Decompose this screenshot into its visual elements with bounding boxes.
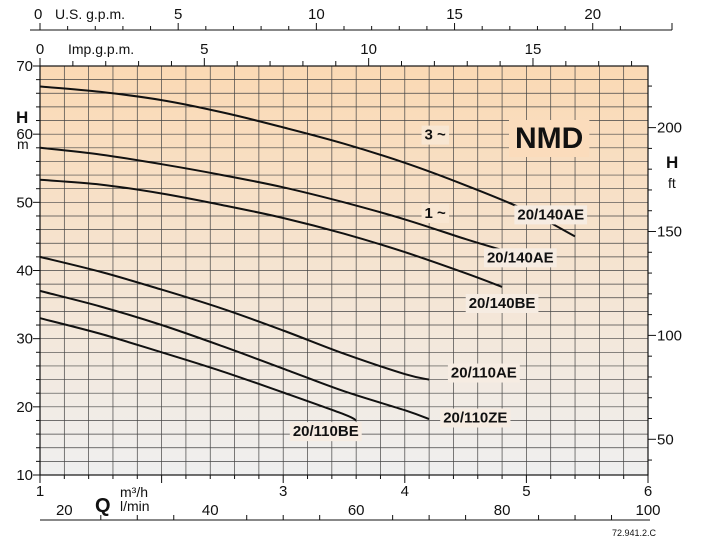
phase-label-bg bbox=[421, 204, 450, 224]
lmin-tick-label: 100 bbox=[635, 502, 660, 519]
curves bbox=[39, 85, 576, 422]
y-tick-label: 50 bbox=[16, 194, 33, 211]
y-axis-ft-symbol: H bbox=[666, 153, 678, 172]
impgpm-tick-label: 15 bbox=[525, 41, 542, 58]
curve-label: 20/110ZE bbox=[443, 410, 507, 427]
grid bbox=[40, 66, 648, 475]
usgpm-unit: U.S. g.p.m. bbox=[55, 6, 125, 22]
curve-label: 20/110AE bbox=[451, 365, 517, 382]
pump-curve bbox=[39, 178, 503, 288]
x-axis-unit-lmin: l/min bbox=[120, 498, 150, 514]
lmin-tick-label: 80 bbox=[494, 502, 511, 519]
curve-label-bg bbox=[465, 293, 539, 313]
axes: 0 5 10 15 200 5 10 1510203040506070501001502001… bbox=[16, 6, 682, 521]
curve-label: 20/140AE bbox=[517, 206, 584, 223]
curve-label-bg bbox=[289, 422, 362, 442]
x-tick-label: 4 bbox=[401, 483, 409, 500]
title-bg bbox=[509, 120, 590, 157]
y-tick-label: 10 bbox=[16, 467, 33, 484]
x-tick-label: 6 bbox=[644, 483, 652, 500]
labels: 20/140AE 20/140AE 20/140BE 20/110AE 20/110ZE… bbox=[289, 125, 588, 442]
code-label: 72.941.2.C bbox=[612, 528, 657, 538]
lmin-tick-label: 60 bbox=[348, 502, 365, 519]
y-tick-label: 20 bbox=[16, 399, 33, 416]
pump-curve bbox=[39, 255, 430, 381]
usgpm-tick-label: 0 bbox=[34, 6, 42, 23]
x-tick-label: 1 bbox=[36, 483, 44, 500]
pump-curve bbox=[39, 289, 430, 421]
pump-curve bbox=[39, 317, 357, 422]
y-axis-unit: m bbox=[17, 136, 29, 152]
usgpm-tick-label: 10 bbox=[308, 6, 325, 23]
lmin-tick-label: 40 bbox=[202, 502, 219, 519]
y-tick-label: 30 bbox=[16, 331, 33, 348]
phase-label: 3 ~ bbox=[425, 127, 447, 144]
curve-label-bg bbox=[447, 363, 520, 383]
curve-label: 20/110BE bbox=[293, 423, 359, 440]
x-axis-unit-m3h: m³/h bbox=[120, 484, 148, 500]
y-tick-label: 70 bbox=[16, 58, 33, 75]
impgpm-tick-label: 0 bbox=[36, 41, 44, 58]
phase-label-bg bbox=[421, 125, 450, 145]
impgpm-tick-label: 10 bbox=[360, 41, 377, 58]
x-axis-symbol: Q bbox=[95, 495, 111, 517]
pump-curve bbox=[39, 146, 503, 251]
pump-curve bbox=[39, 85, 576, 238]
ft-tick-label: 50 bbox=[657, 431, 674, 448]
curve-label-bg bbox=[483, 248, 557, 268]
curve-label: 20/140BE bbox=[469, 295, 536, 312]
x-tick-label: 3 bbox=[279, 483, 287, 500]
y-axis-ft-unit: ft bbox=[668, 175, 676, 191]
impgpm-unit: Imp.g.p.m. bbox=[68, 41, 134, 57]
usgpm-tick-label: 15 bbox=[446, 6, 463, 23]
chart-title: NMD bbox=[515, 122, 583, 155]
lmin-tick-label: 20 bbox=[56, 502, 73, 519]
usgpm-tick-label: 5 bbox=[174, 6, 182, 23]
y-tick-label: 40 bbox=[16, 263, 33, 280]
ft-tick-label: 200 bbox=[657, 120, 682, 137]
curve-label: 20/140AE bbox=[487, 249, 554, 266]
y-tick-label: 60 bbox=[16, 126, 33, 143]
usgpm-tick-label: 20 bbox=[584, 6, 601, 23]
ft-tick-label: 100 bbox=[657, 327, 682, 344]
impgpm-tick-label: 5 bbox=[200, 41, 208, 58]
phase-label: 1 ~ bbox=[425, 205, 447, 222]
ft-tick-label: 150 bbox=[657, 224, 682, 241]
y-axis-symbol: H bbox=[16, 108, 28, 127]
curve-label-bg bbox=[514, 205, 588, 225]
x-tick-label: 5 bbox=[522, 483, 530, 500]
curve-label-bg bbox=[440, 408, 511, 428]
